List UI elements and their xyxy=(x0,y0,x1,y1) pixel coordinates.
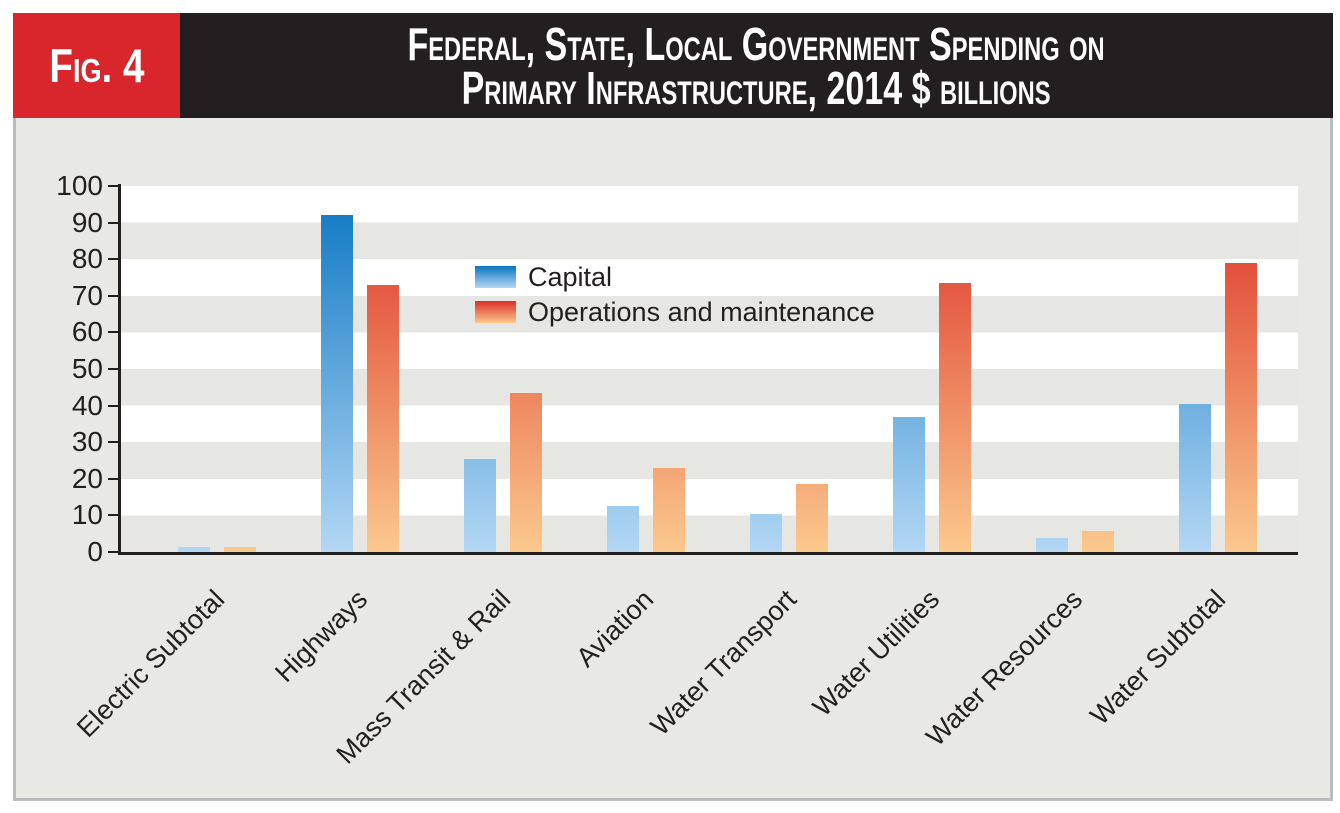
legend-row-capital: Capital xyxy=(475,262,875,292)
figure-header: Fig. 4 Federal, State, Local Government … xyxy=(13,13,1333,118)
x-tick-label: Water Subtotal xyxy=(1084,584,1232,731)
x-tick-label: Electric Subtotal xyxy=(71,584,231,744)
y-tick-label: 70 xyxy=(71,279,103,311)
y-tick-label: 80 xyxy=(71,243,103,275)
bar-om-7 xyxy=(1225,263,1257,552)
legend-swatch-capital xyxy=(475,266,516,288)
legend: Capital Operations and maintenance xyxy=(475,262,875,335)
y-tick-mark xyxy=(108,441,118,444)
plot-area xyxy=(118,186,1298,552)
y-tick-label: 30 xyxy=(71,426,103,458)
bar-om-0 xyxy=(224,547,256,552)
chart-title: Federal, State, Local Government Spendin… xyxy=(408,21,1105,111)
bar-capital-2 xyxy=(464,459,496,552)
y-tick-label: 40 xyxy=(71,389,103,421)
x-axis xyxy=(118,552,1298,555)
x-tick-label: Highways xyxy=(269,584,374,688)
y-tick-label: 50 xyxy=(71,353,103,384)
y-tick-label: 0 xyxy=(87,536,103,567)
y-tick-mark xyxy=(108,185,118,187)
bar-capital-6 xyxy=(1036,538,1068,552)
y-tick-label: 100 xyxy=(56,170,103,201)
chart-body: 0 10 20 30 40 50 60 70 80 90 100 Electric Subtotal H… xyxy=(13,118,1333,801)
bar-capital-5 xyxy=(893,417,925,552)
legend-swatch-om xyxy=(475,301,516,323)
bar-capital-3 xyxy=(607,506,639,552)
y-tick-label: 10 xyxy=(71,499,103,531)
bar-om-5 xyxy=(939,283,971,552)
bar-om-6 xyxy=(1082,531,1114,552)
legend-label-om: Operations and maintenance xyxy=(528,297,875,327)
y-tick-mark xyxy=(108,477,118,480)
chart-title-line1: Federal, State, Local Government Spendin… xyxy=(407,17,1106,70)
bar-capital-7 xyxy=(1179,404,1211,552)
title-bar: Federal, State, Local Government Spendin… xyxy=(180,13,1333,118)
bar-capital-1 xyxy=(321,215,353,552)
x-tick-label: Water Utilities xyxy=(806,584,946,723)
bar-om-4 xyxy=(796,484,828,552)
y-tick-mark xyxy=(108,404,118,407)
bar-capital-4 xyxy=(750,514,782,552)
y-tick-mark xyxy=(108,368,118,370)
figure-number-badge: Fig. 4 xyxy=(13,13,180,118)
y-tick-mark xyxy=(108,258,118,261)
bar-capital-0 xyxy=(178,547,210,552)
y-tick-mark xyxy=(108,514,118,517)
legend-label-capital: Capital xyxy=(528,262,613,292)
y-axis xyxy=(118,184,121,555)
x-tick-label: Water Transport xyxy=(644,584,803,742)
y-tick-mark xyxy=(108,221,118,224)
x-tick-label: Aviation xyxy=(570,584,660,673)
bar-om-1 xyxy=(367,285,399,552)
bar-om-3 xyxy=(653,468,685,552)
y-tick-label: 90 xyxy=(71,206,103,238)
y-tick-mark xyxy=(108,294,118,297)
y-tick-label: 20 xyxy=(71,462,103,494)
bar-om-2 xyxy=(510,393,542,552)
x-tick-label: Water Resources xyxy=(920,584,1089,752)
figure-number-text: Fig. 4 xyxy=(49,39,144,92)
y-tick-mark xyxy=(108,331,118,334)
y-tick-label: 60 xyxy=(71,316,103,348)
chart-title-line2: Primary Infrastructure, 2014 $ billions xyxy=(462,61,1051,114)
y-tick-mark xyxy=(108,551,118,553)
figure-4-panel: Fig. 4 Federal, State, Local Government … xyxy=(13,13,1333,801)
legend-row-om: Operations and maintenance xyxy=(475,297,875,327)
